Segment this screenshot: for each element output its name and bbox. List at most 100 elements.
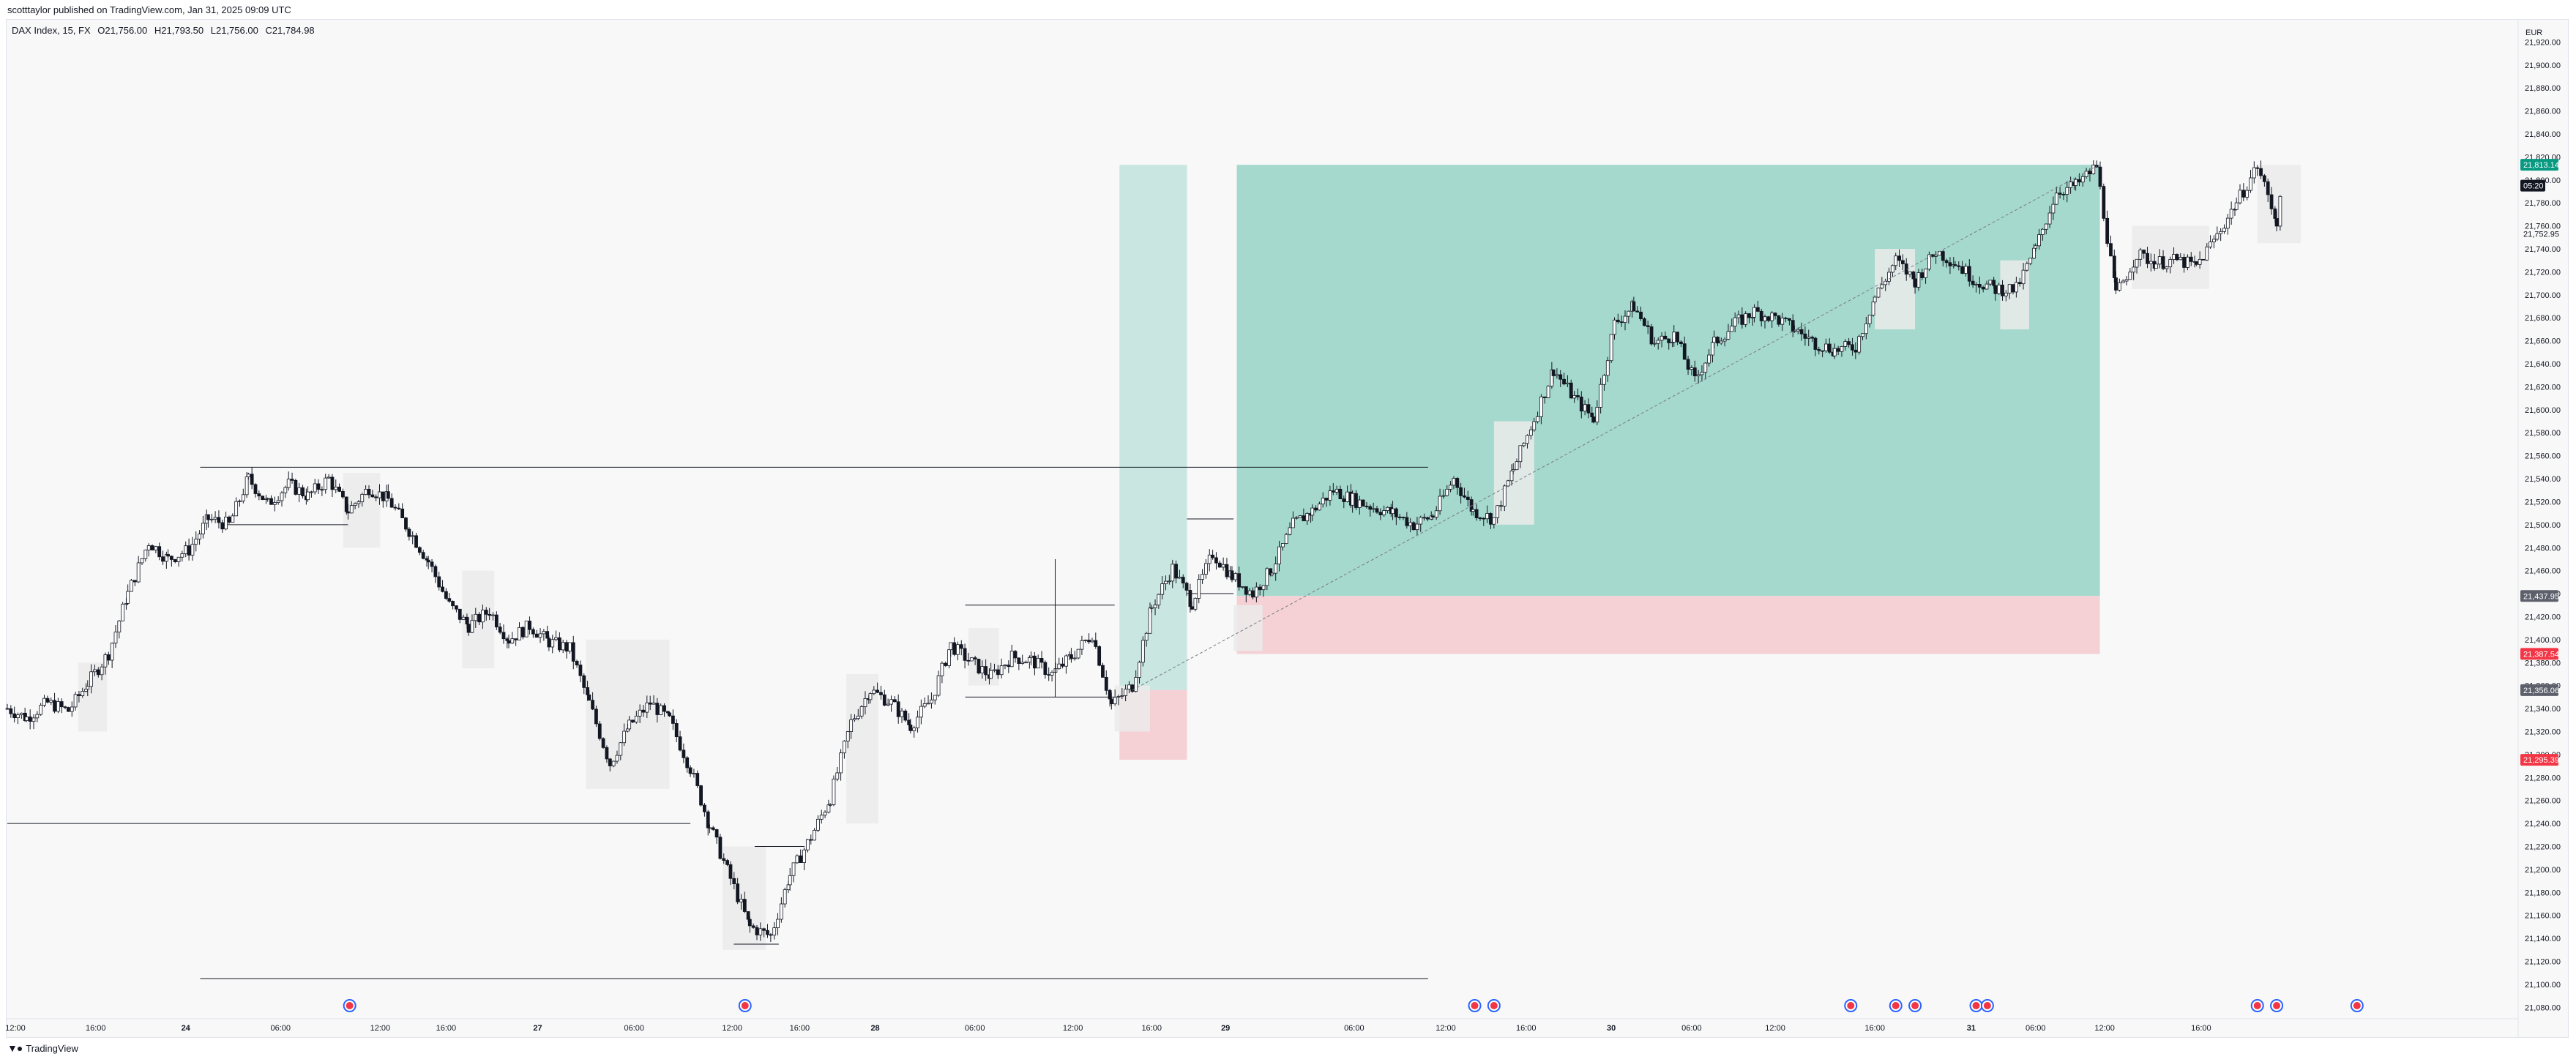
candle-body xyxy=(791,862,796,876)
candle-body xyxy=(381,491,385,501)
candle-body xyxy=(234,501,239,517)
publisher-bar: scotttaylor published on TradingView.com… xyxy=(0,0,2576,19)
candle-body xyxy=(12,713,17,719)
candle-body xyxy=(520,627,525,637)
candle-body xyxy=(173,559,177,562)
candle-body xyxy=(1438,496,1442,512)
candle-body xyxy=(206,514,210,520)
candle-body xyxy=(461,616,466,620)
profit-zone[interactable] xyxy=(1236,165,2100,597)
candle-body xyxy=(868,693,873,700)
candle-body xyxy=(882,694,886,706)
candle-body xyxy=(1515,461,1519,471)
y-tick-label: 21,600.00 xyxy=(2525,406,2561,415)
candle-body xyxy=(1258,586,1262,591)
candle-body xyxy=(615,755,619,762)
candle-body xyxy=(1027,657,1031,663)
candle-body xyxy=(1190,606,1194,610)
x-tick-label: 27 xyxy=(533,1024,542,1033)
symbol-legend: DAX Index, 15, FX O21,756.00 H21,793.50 … xyxy=(12,25,319,36)
candle-body xyxy=(1707,354,1711,364)
price-tag: 21,356.06 xyxy=(2520,684,2559,696)
candle-body xyxy=(2034,245,2038,249)
candle-body xyxy=(1796,329,1800,332)
candle-body xyxy=(1944,260,1949,263)
candle-body xyxy=(619,742,623,756)
candle-body xyxy=(2058,192,2062,195)
tradingview-logo-icon[interactable]: ▼● xyxy=(7,1042,23,1054)
event-markers[interactable] xyxy=(343,999,2364,1012)
candle-body xyxy=(835,772,840,779)
y-tick-label: 21,460.00 xyxy=(2525,567,2561,576)
x-tick-label: 16:00 xyxy=(86,1024,106,1033)
candle-body xyxy=(1294,517,1299,519)
candle-body xyxy=(722,858,726,861)
candle-body xyxy=(24,717,29,721)
candle-body xyxy=(437,576,441,588)
candle-body xyxy=(283,487,288,493)
candle-body xyxy=(1894,255,1898,266)
candle-body xyxy=(313,483,317,493)
candle-body xyxy=(518,627,521,640)
candle-body xyxy=(1116,696,1121,698)
candle-body xyxy=(400,508,405,518)
candle-body xyxy=(1770,313,1774,321)
candle-body xyxy=(1981,287,1985,290)
candle-body xyxy=(113,632,118,644)
candle-body xyxy=(718,837,723,859)
candle-body xyxy=(1160,583,1165,595)
time-axis[interactable]: 12:00 16:00 24 06:00 12:00 16:00 27 06:00 12:00 1… xyxy=(5,1018,2518,1033)
candle-body xyxy=(491,614,495,616)
highlight-box xyxy=(1233,605,1263,651)
candle-body xyxy=(1474,509,1479,519)
trend-line[interactable] xyxy=(1132,165,2097,691)
candle-body xyxy=(447,598,452,602)
position-zones xyxy=(1119,165,2100,760)
candle-body xyxy=(582,675,586,688)
candle-body xyxy=(1722,338,1727,342)
candle-body xyxy=(933,695,937,700)
candle-body xyxy=(648,702,652,705)
candle-body xyxy=(1144,632,1149,641)
profit-zone[interactable] xyxy=(1119,165,1187,690)
candle-body xyxy=(1793,330,1796,332)
candle-body xyxy=(1511,469,1515,471)
candle-body xyxy=(417,547,422,553)
candle-body xyxy=(611,760,616,766)
candle-body xyxy=(2172,254,2176,260)
candle-body xyxy=(1880,284,1884,288)
candle-body xyxy=(2194,261,2198,265)
loss-zone[interactable] xyxy=(1236,596,2100,654)
candle-body xyxy=(140,558,144,564)
candle-body xyxy=(132,580,137,583)
candle-body xyxy=(1897,255,1901,261)
candle-body xyxy=(699,785,703,806)
candle-body xyxy=(1302,515,1306,522)
candle-body xyxy=(714,829,719,838)
candle-body xyxy=(1579,396,1583,412)
candle-body xyxy=(1900,260,1905,264)
y-tick-label: 21,840.00 xyxy=(2525,130,2561,139)
candle-body xyxy=(1445,489,1449,496)
candle-body xyxy=(1817,349,1821,351)
candle-body xyxy=(169,556,173,560)
candle-body xyxy=(547,637,551,648)
candle-body xyxy=(334,486,338,490)
candle-body xyxy=(1039,658,1044,663)
candle-body xyxy=(2121,280,2125,283)
candle-body xyxy=(531,629,535,635)
candle-body xyxy=(1690,367,1694,370)
y-tick-label: 21,240.00 xyxy=(2525,820,2561,829)
candle-body xyxy=(1864,323,1868,334)
candle-body xyxy=(1188,590,1192,607)
candle-body xyxy=(1555,374,1559,376)
price-axis[interactable]: EUR 21,080.00 21,100.00 21,120.00 21,140.00… xyxy=(2517,19,2561,1038)
event-marker-dot xyxy=(2273,1002,2281,1009)
candle-body xyxy=(1431,515,1435,518)
candle-body xyxy=(711,827,715,830)
candle-body xyxy=(1971,280,1975,285)
candle-body xyxy=(1318,504,1321,511)
candle-body xyxy=(1867,315,1872,324)
candle-body xyxy=(2124,279,2129,282)
